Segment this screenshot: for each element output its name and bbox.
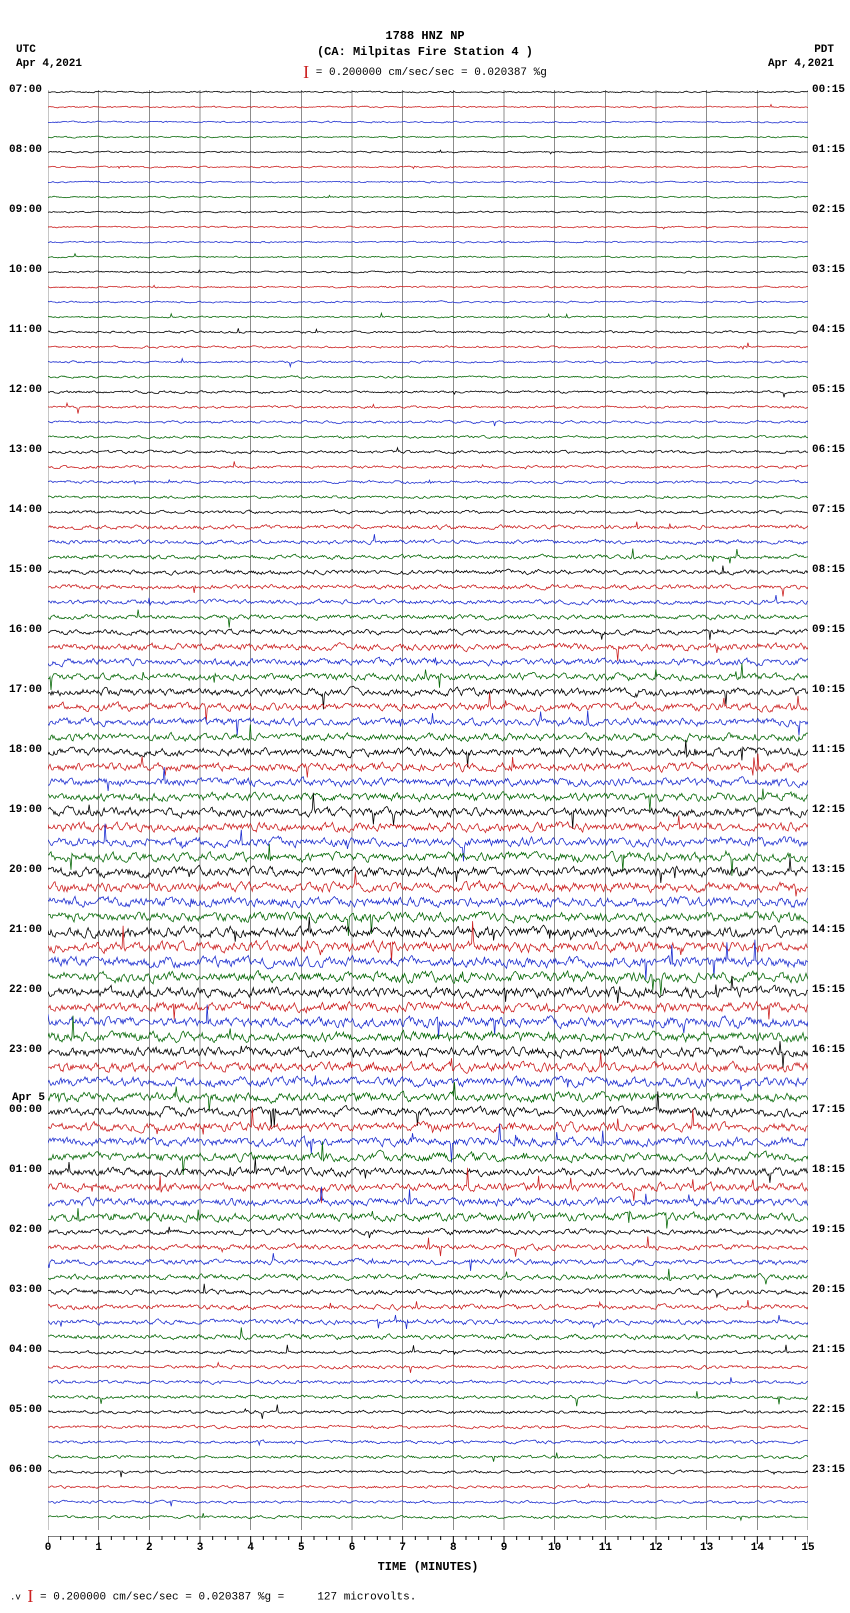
right-hour-label: 12:15 xyxy=(812,805,845,816)
right-hour-label: 08:15 xyxy=(812,565,845,576)
x-tick-label: 12 xyxy=(649,1542,662,1554)
left-hour-label: 09:00 xyxy=(9,205,42,216)
right-hour-label: 04:15 xyxy=(812,325,845,336)
timezone-left: UTC xyxy=(16,44,36,56)
left-hour-label: 12:00 xyxy=(9,385,42,396)
station-line: 1788 HNZ NP xyxy=(0,28,850,44)
left-hour-label: 11:00 xyxy=(9,325,42,336)
x-tick-label: 8 xyxy=(450,1542,457,1554)
right-hour-label: 00:15 xyxy=(812,85,845,96)
x-axis-ticks-svg xyxy=(48,1536,808,1556)
x-axis: 0123456789101112131415 TIME (MINUTES) xyxy=(48,1536,808,1560)
plot-area xyxy=(48,90,808,1530)
right-hour-label: 02:15 xyxy=(812,205,845,216)
left-hour-label: 01:00 xyxy=(9,1165,42,1176)
left-hour-label: 17:00 xyxy=(9,685,42,696)
left-hour-label: 18:00 xyxy=(9,745,42,756)
x-tick-label: 6 xyxy=(349,1542,356,1554)
left-hour-label: 07:00 xyxy=(9,85,42,96)
x-tick-label: 9 xyxy=(501,1542,508,1554)
right-hour-label: 01:15 xyxy=(812,145,845,156)
right-hour-label: 21:15 xyxy=(812,1345,845,1356)
left-hour-label: 02:00 xyxy=(9,1225,42,1236)
right-time-labels: 00:1501:1502:1503:1504:1505:1506:1507:15… xyxy=(812,90,848,1530)
footer-microvolts: 127 microvolts. xyxy=(317,1591,416,1603)
header: 1788 HNZ NP (CA: Milpitas Fire Station 4… xyxy=(0,28,850,85)
left-hour-label: 16:00 xyxy=(9,625,42,636)
x-axis-label: TIME (MINUTES) xyxy=(48,1560,808,1574)
scale-glyph: I xyxy=(303,60,309,84)
left-hour-label: 14:00 xyxy=(9,505,42,516)
scale-text: = 0.200000 cm/sec/sec = 0.020387 %g xyxy=(316,67,547,79)
left-hour-label: 05:00 xyxy=(9,1405,42,1416)
x-tick-label: 15 xyxy=(801,1542,814,1554)
right-hour-label: 20:15 xyxy=(812,1285,845,1296)
left-time-labels: 07:0008:0009:0010:0011:0012:0013:0014:00… xyxy=(0,90,46,1530)
right-hour-label: 23:15 xyxy=(812,1465,845,1476)
right-hour-label: 06:15 xyxy=(812,445,845,456)
right-hour-label: 14:15 xyxy=(812,925,845,936)
x-tick-label: 10 xyxy=(548,1542,561,1554)
left-hour-label: 20:00 xyxy=(9,865,42,876)
location-line: (CA: Milpitas Fire Station 4 ) xyxy=(0,44,850,60)
right-hour-label: 09:15 xyxy=(812,625,845,636)
right-hour-label: 13:15 xyxy=(812,865,845,876)
right-hour-label: 18:15 xyxy=(812,1165,845,1176)
header-scale: I = 0.200000 cm/sec/sec = 0.020387 %g xyxy=(0,60,850,84)
left-hour-label: 04:00 xyxy=(9,1345,42,1356)
right-hour-label: 19:15 xyxy=(812,1225,845,1236)
footer-text: = 0.200000 cm/sec/sec = 0.020387 %g = xyxy=(40,1591,284,1603)
left-hour-label: 08:00 xyxy=(9,145,42,156)
left-hour-label: 23:00 xyxy=(9,1045,42,1056)
left-hour-label: 13:00 xyxy=(9,445,42,456)
x-tick-label: 1 xyxy=(95,1542,102,1554)
right-hour-label: 16:15 xyxy=(812,1045,845,1056)
left-hour-label: 21:00 xyxy=(9,925,42,936)
right-hour-label: 10:15 xyxy=(812,685,845,696)
left-hour-label: 03:00 xyxy=(9,1285,42,1296)
date-right: Apr 4,2021 xyxy=(768,58,834,70)
x-tick-label: 11 xyxy=(599,1542,612,1554)
footer-scale: .v I = 0.200000 cm/sec/sec = 0.020387 %g… xyxy=(10,1586,416,1607)
footer-tick: .v xyxy=(10,1592,21,1602)
right-hour-label: 03:15 xyxy=(812,265,845,276)
left-secondary-date: Apr 5 xyxy=(12,1092,45,1104)
right-hour-label: 22:15 xyxy=(812,1405,845,1416)
right-hour-label: 07:15 xyxy=(812,505,845,516)
left-hour-label: 10:00 xyxy=(9,265,42,276)
x-tick-label: 13 xyxy=(700,1542,713,1554)
x-tick-label: 0 xyxy=(45,1542,52,1554)
x-tick-label: 5 xyxy=(298,1542,305,1554)
footer-scale-glyph: I xyxy=(27,1586,33,1607)
left-hour-label: 15:00 xyxy=(9,565,42,576)
left-hour-label: 22:00 xyxy=(9,985,42,996)
x-tick-label: 3 xyxy=(197,1542,204,1554)
timezone-right: PDT xyxy=(814,44,834,56)
x-tick-label: 7 xyxy=(399,1542,406,1554)
seismogram-page: 1788 HNZ NP (CA: Milpitas Fire Station 4… xyxy=(0,0,850,1613)
seismogram-svg xyxy=(48,90,808,1530)
date-left: Apr 4,2021 xyxy=(16,58,82,70)
right-hour-label: 11:15 xyxy=(812,745,845,756)
x-tick-label: 4 xyxy=(247,1542,254,1554)
left-hour-label: 00:00 xyxy=(9,1105,42,1116)
left-hour-label: 19:00 xyxy=(9,805,42,816)
right-hour-label: 17:15 xyxy=(812,1105,845,1116)
right-hour-label: 15:15 xyxy=(812,985,845,996)
x-tick-label: 2 xyxy=(146,1542,153,1554)
x-tick-label: 14 xyxy=(751,1542,764,1554)
right-hour-label: 05:15 xyxy=(812,385,845,396)
left-hour-label: 06:00 xyxy=(9,1465,42,1476)
